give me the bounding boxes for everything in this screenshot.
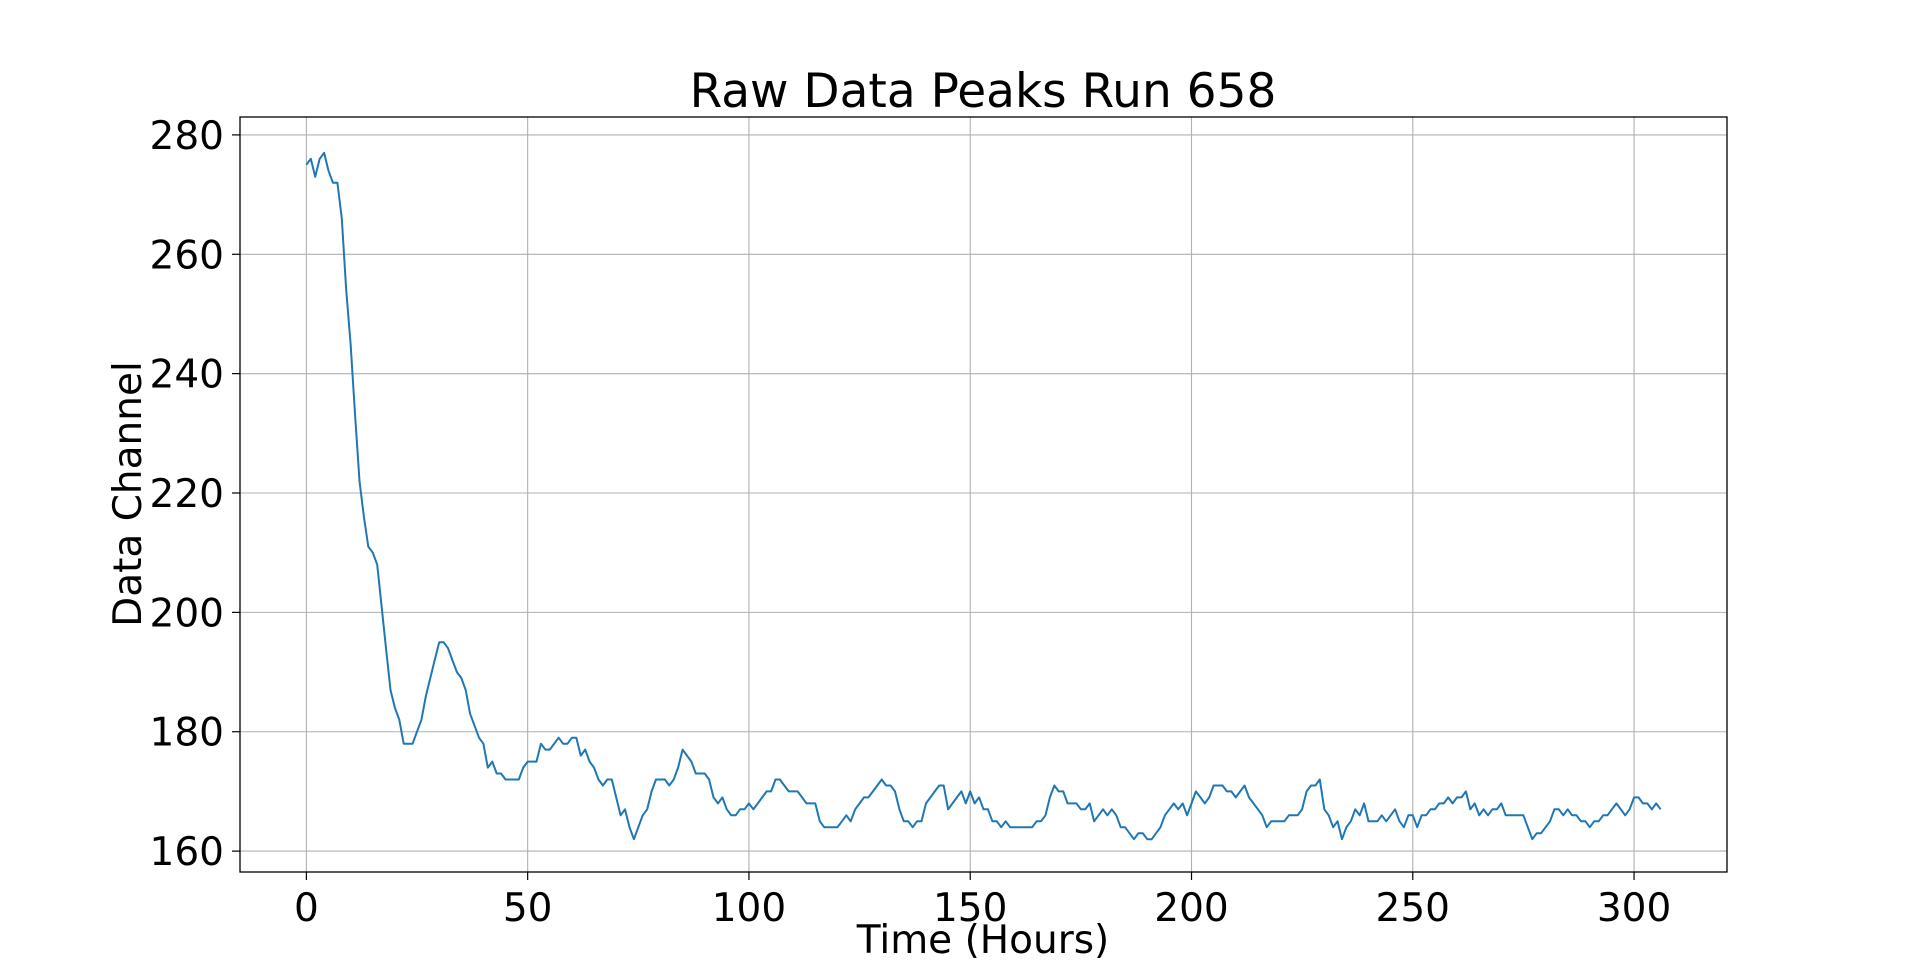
x-tick-label: 250: [1376, 886, 1450, 931]
y-tick-label: 240: [150, 353, 224, 398]
x-axis-label: Time (Hours): [856, 918, 1110, 963]
y-tick-label: 180: [150, 711, 224, 756]
x-tick-label: 300: [1597, 886, 1671, 931]
plot-area-frame: [239, 116, 1728, 873]
x-tick-label: 100: [712, 886, 786, 931]
x-tick-label: 50: [503, 886, 553, 931]
y-tick-label: 160: [150, 830, 224, 875]
y-tick-label: 200: [150, 591, 224, 636]
x-gridlines: [305, 117, 1635, 872]
x-tick-label: 200: [1154, 886, 1228, 931]
y-tick-label: 220: [150, 472, 224, 517]
y-tick-label: 280: [150, 114, 224, 159]
series-line: [305, 151, 1662, 841]
x-tick-label: 150: [933, 886, 1007, 931]
y-gridlines: [240, 134, 1727, 852]
y-axis-label: Data Channel: [106, 361, 151, 627]
x-axis-ticks: 0 50 100 150 200 250 300: [294, 872, 1671, 931]
chart-title: Raw Data Peaks Run 658: [690, 64, 1277, 119]
series-layer: [305, 151, 1662, 841]
y-tick-label: 260: [150, 233, 224, 278]
x-tick-label: 0: [294, 886, 319, 931]
y-axis-ticks: 160 180 200 220 240 260 280: [150, 114, 240, 875]
